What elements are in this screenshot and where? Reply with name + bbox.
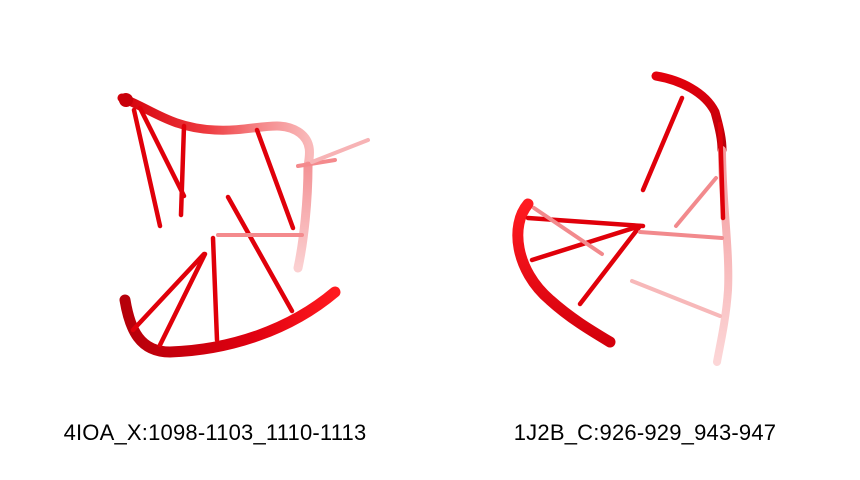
- backbone-top-strand: [117, 93, 315, 171]
- base-pair-stick-faded: [674, 176, 718, 228]
- base-pair-stick: [178, 123, 187, 218]
- structure-caption-left: 4IOA_X:1098-1103_1110-1113: [63, 420, 367, 445]
- base-pair-stick: [577, 223, 643, 307]
- base-pair-stick-faded: [638, 230, 724, 240]
- base-pair-stick: [254, 127, 296, 231]
- base-pair-stick: [131, 107, 163, 229]
- strand-5prime-end: [119, 93, 133, 107]
- base-pair-stick: [525, 215, 646, 229]
- structure-caption-right: 1J2B_C:926-929_943-947: [513, 420, 777, 445]
- base-pair-stick: [717, 121, 726, 221]
- structure-panel-right: 1J2B_C:926-929_943-947: [430, 0, 860, 480]
- base-pair-stick: [210, 235, 220, 343]
- base-pair-stick-faded: [310, 138, 370, 164]
- base-pair-stick: [640, 95, 685, 193]
- base-pair-stick: [225, 194, 295, 314]
- base-pair-stick: [137, 105, 187, 199]
- rna-structure-left: [117, 93, 370, 358]
- base-pair-stick: [157, 251, 208, 348]
- backbone-right-strand: [293, 161, 313, 273]
- rna-structure-right: [512, 71, 733, 366]
- base-pair-stick-faded: [296, 158, 337, 168]
- base-pair-stick: [130, 251, 207, 333]
- base-pair-stick-faded: [532, 206, 604, 256]
- backbone-left-strand: [512, 198, 616, 348]
- backbone-bottom-strand: [119, 286, 341, 358]
- base-pair-stick-faded: [630, 279, 722, 318]
- structure-panel-left: 4IOA_X:1098-1103_1110-1113: [63, 93, 370, 445]
